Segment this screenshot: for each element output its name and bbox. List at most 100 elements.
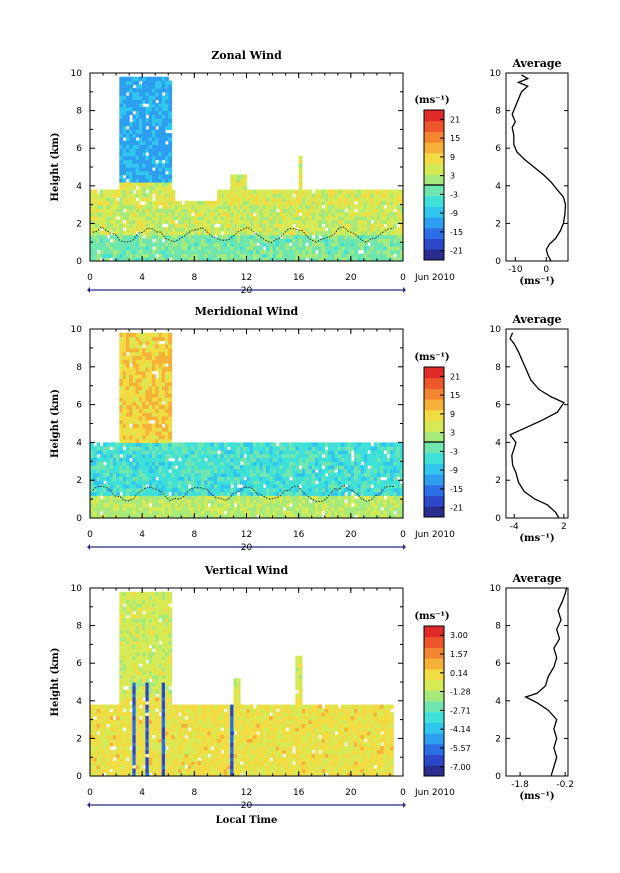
- heatmap-cell: [305, 487, 310, 493]
- heatmap-cell: [220, 257, 225, 262]
- heatmap-cell: [93, 704, 98, 709]
- heatmap-cell: [256, 461, 261, 466]
- heatmap-cell: [151, 514, 156, 519]
- heatmap-cell: [334, 476, 339, 481]
- heatmap-cell: [223, 468, 228, 474]
- heatmap-cell: [350, 499, 355, 504]
- heatmap-cell: [197, 476, 202, 481]
- heatmap-cell: [213, 219, 218, 224]
- heatmap-cell: [90, 760, 94, 766]
- heatmap-cell: [363, 468, 368, 474]
- heatmap-cell: [236, 185, 241, 191]
- heatmap-cell: [233, 200, 238, 206]
- heatmap-cell: [103, 738, 107, 743]
- heatmap-cell: [197, 480, 202, 485]
- heatmap-cell: [311, 204, 316, 209]
- heatmap-cell: [321, 257, 326, 262]
- heatmap-cell: [389, 227, 394, 232]
- heatmap-cell: [357, 510, 362, 515]
- heatmap-cell: [311, 476, 316, 481]
- heatmap-cell: [138, 88, 143, 93]
- heatmap-cell: [161, 419, 166, 425]
- heatmap-cell: [112, 480, 117, 485]
- heatmap-cell: [132, 144, 137, 149]
- heatmap-cell: [122, 502, 127, 508]
- heatmap-cell: [239, 200, 244, 206]
- heatmap-cell: [135, 253, 140, 258]
- heatmap-cell: [132, 114, 137, 119]
- heatmap-cell: [282, 446, 287, 451]
- heatmap-cell: [328, 230, 332, 236]
- heatmap-cell: [103, 242, 107, 247]
- heatmap-cell: [386, 189, 391, 194]
- heatmap-cell: [96, 712, 101, 717]
- heatmap-cell: [164, 242, 169, 247]
- heatmap-cell: [151, 253, 156, 258]
- heatmap-cell: [168, 404, 173, 409]
- heatmap-cell: [119, 125, 124, 130]
- heatmap-cell: [90, 723, 94, 728]
- heatmap-cell: [272, 510, 277, 515]
- heatmap-cell: [158, 510, 163, 515]
- heatmap-cell: [129, 167, 133, 172]
- heatmap-cell: [337, 476, 342, 481]
- heatmap-cell: [328, 257, 332, 262]
- heatmap-cell: [181, 510, 186, 515]
- heatmap-cell: [145, 412, 150, 417]
- heatmap-cell: [295, 461, 300, 466]
- heatmap-cell: [145, 404, 150, 409]
- heatmap-cell: [122, 167, 127, 172]
- heatmap-cell: [298, 223, 303, 228]
- heatmap-cell: [158, 106, 163, 112]
- heatmap-cell: [344, 215, 349, 221]
- heatmap-cell: [200, 227, 205, 232]
- heatmap-cell: [256, 227, 261, 232]
- heatmap-cell: [373, 219, 378, 224]
- heatmap-cell: [138, 227, 143, 232]
- heatmap-cell: [204, 499, 208, 504]
- heatmap-cell: [138, 170, 143, 176]
- heatmap-cell: [236, 178, 241, 183]
- heatmap-cell: [168, 389, 173, 394]
- x-tick-label: 0: [400, 530, 406, 540]
- heatmap-cell: [318, 465, 323, 470]
- heatmap-cell: [116, 253, 120, 258]
- heatmap-cell: [125, 204, 130, 209]
- heatmap-cell: [191, 465, 195, 470]
- heatmap-cell: [380, 502, 385, 508]
- heatmap-cell: [389, 215, 394, 221]
- heatmap-cell: [132, 442, 137, 447]
- heatmap-cell: [373, 487, 378, 493]
- heatmap-cell: [305, 468, 310, 474]
- heatmap-cell: [292, 234, 297, 240]
- heatmap-cell: [370, 499, 375, 504]
- heatmap-cell: [324, 249, 329, 255]
- heatmap-cell: [178, 219, 182, 224]
- heatmap-cell: [347, 446, 352, 451]
- heatmap-cell: [308, 491, 313, 496]
- heatmap-cell: [138, 125, 143, 130]
- heatmap-cell: [119, 434, 124, 440]
- heatmap-cell: [393, 234, 398, 240]
- heatmap-cell: [116, 204, 120, 209]
- heatmap-cell: [116, 760, 120, 766]
- heatmap-cell: [132, 465, 137, 470]
- heatmap-cell: [200, 249, 205, 255]
- profile-y-tick-label: 6: [495, 144, 501, 154]
- heatmap-cell: [181, 212, 186, 217]
- heatmap-cell: [90, 768, 94, 773]
- heatmap-cell: [331, 200, 336, 206]
- heatmap-cell: [142, 495, 147, 500]
- heatmap-cell: [243, 245, 248, 251]
- heatmap-cell: [161, 234, 166, 240]
- heatmap-cell: [204, 495, 208, 500]
- heatmap-cell: [288, 253, 293, 258]
- heatmap-cell: [207, 476, 212, 481]
- heatmap-cell: [132, 200, 137, 206]
- heatmap-cell: [328, 200, 332, 206]
- heatmap-cell: [246, 208, 251, 213]
- heatmap-cell: [295, 491, 300, 496]
- heatmap-cell: [226, 461, 231, 466]
- heatmap-cell: [253, 495, 257, 500]
- heatmap-cell: [151, 212, 156, 217]
